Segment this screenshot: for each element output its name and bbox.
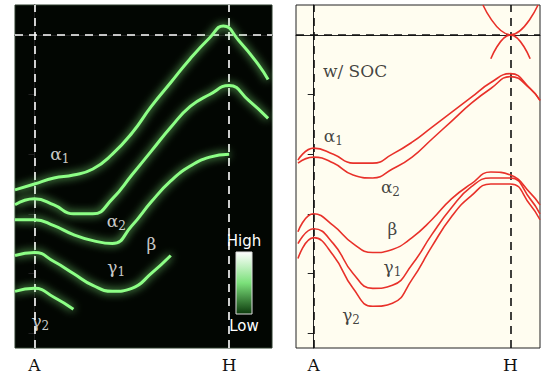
svg-text:1: 1 [118,265,126,279]
svg-text:α: α [324,126,336,146]
svg-text:2: 2 [42,319,50,333]
svg-text:γ: γ [384,257,394,277]
svg-text:γ: γ [31,311,41,331]
svg-text:w/ SOC: w/ SOC [323,61,387,81]
svg-text:1: 1 [62,152,70,166]
svg-text:A: A [27,355,41,375]
svg-text:α: α [381,177,393,197]
svg-text:High: High [227,232,261,250]
svg-text:1: 1 [335,134,343,148]
svg-text:2: 2 [392,185,400,199]
svg-text:H: H [503,355,518,375]
svg-text:H: H [222,355,237,375]
svg-text:1: 1 [394,265,402,279]
svg-text:α: α [50,144,62,164]
svg-text:α: α [107,211,119,231]
svg-text:γ: γ [342,305,352,325]
svg-text:2: 2 [352,313,360,327]
svg-text:β: β [146,234,156,254]
svg-text:Low: Low [229,317,259,335]
svg-text:β: β [388,219,398,239]
svg-text:2: 2 [118,219,126,233]
svg-text:γ: γ [107,257,117,277]
svg-text:A: A [307,355,321,375]
